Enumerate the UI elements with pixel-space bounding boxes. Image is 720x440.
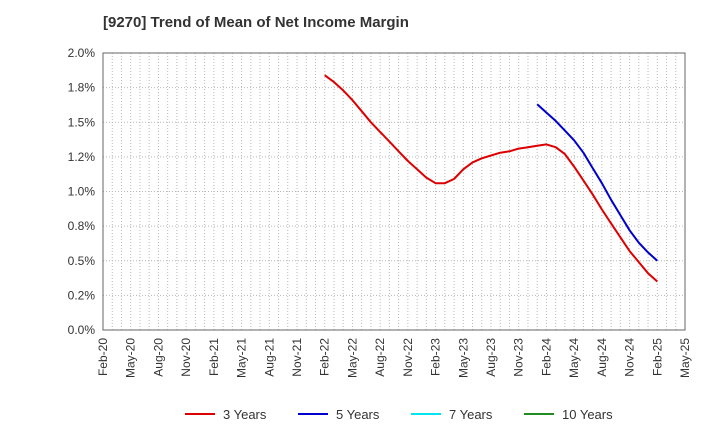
x-tick-label: May-21 <box>235 338 249 378</box>
x-tick-label: Nov-24 <box>623 338 637 377</box>
x-tick-label: Feb-20 <box>96 338 110 376</box>
y-tick-label: 1.2% <box>68 150 96 164</box>
y-tick-label: 0.2% <box>68 288 96 302</box>
series-line-5-years <box>536 103 658 262</box>
x-tick-label: Aug-23 <box>484 338 498 377</box>
y-tick-label: 1.8% <box>68 81 96 95</box>
series-line-3-years <box>324 74 658 283</box>
x-tick-label: Aug-24 <box>595 338 609 377</box>
chart-title: [9270] Trend of Mean of Net Income Margi… <box>103 14 409 31</box>
x-tick-label: Nov-21 <box>290 338 304 377</box>
x-tick-label: May-20 <box>124 338 138 378</box>
x-tick-label: Nov-23 <box>512 338 526 377</box>
legend-label-3-years: 3 Years <box>223 407 267 422</box>
x-tick-label: Aug-22 <box>373 338 387 377</box>
x-tick-label: Feb-24 <box>539 338 553 376</box>
y-tick-label: 2.0% <box>68 46 96 60</box>
x-tick-label: May-23 <box>456 338 470 378</box>
x-tick-label: Feb-25 <box>650 338 664 376</box>
y-tick-label: 0.0% <box>68 323 96 337</box>
x-tick-label: Feb-21 <box>207 338 221 376</box>
x-tick-label: Nov-20 <box>179 338 193 377</box>
x-tick-label: May-25 <box>678 338 692 378</box>
plot-frame <box>102 52 686 331</box>
y-tick-label: 0.5% <box>68 254 96 268</box>
y-tick-label: 0.8% <box>68 219 96 233</box>
legend-label-10-years: 10 Years <box>562 407 613 422</box>
y-tick-label: 1.0% <box>68 185 96 199</box>
x-tick-label: Aug-20 <box>151 338 165 377</box>
x-tick-label: Aug-21 <box>262 338 276 377</box>
legend-label-5-years: 5 Years <box>336 407 380 422</box>
legend-label-7-years: 7 Years <box>449 407 493 422</box>
x-tick-label: May-22 <box>345 338 359 378</box>
x-tick-label: Nov-22 <box>401 338 415 377</box>
y-tick-label: 1.5% <box>68 115 96 129</box>
x-tick-label: Feb-23 <box>429 338 443 376</box>
x-tick-label: May-24 <box>567 338 581 378</box>
x-tick-label: Feb-22 <box>318 338 332 376</box>
